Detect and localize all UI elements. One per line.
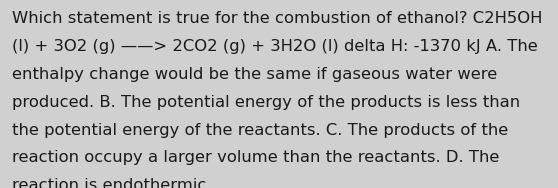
- Text: enthalpy change would be the same if gaseous water were: enthalpy change would be the same if gas…: [12, 67, 498, 82]
- Text: (l) + 3O2 (g) ——> 2CO2 (g) + 3H2O (l) delta H: -1370 kJ A. The: (l) + 3O2 (g) ——> 2CO2 (g) + 3H2O (l) de…: [12, 39, 538, 54]
- Text: produced. B. The potential energy of the products is less than: produced. B. The potential energy of the…: [12, 95, 521, 110]
- Text: reaction is endothermic.: reaction is endothermic.: [12, 178, 212, 188]
- Text: reaction occupy a larger volume than the reactants. D. The: reaction occupy a larger volume than the…: [12, 150, 499, 165]
- Text: Which statement is true for the combustion of ethanol? C2H5OH: Which statement is true for the combusti…: [12, 11, 542, 26]
- Text: the potential energy of the reactants. C. The products of the: the potential energy of the reactants. C…: [12, 123, 508, 138]
